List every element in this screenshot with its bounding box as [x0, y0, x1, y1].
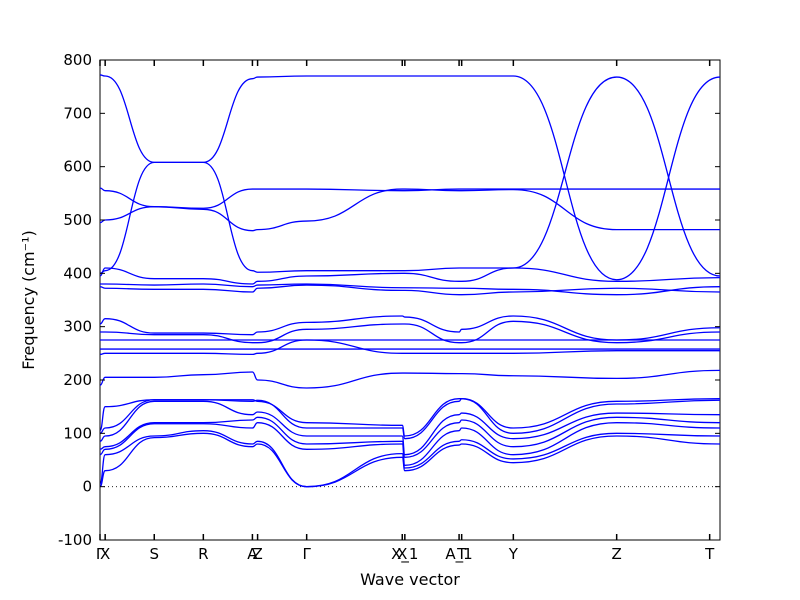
- band-line-16: [99, 267, 721, 285]
- y-axis-label: Frequency (cm⁻¹): [19, 230, 38, 369]
- band-line-12: [100, 320, 721, 344]
- x-tick-label: A_1: [445, 545, 472, 564]
- plot-area: [99, 59, 721, 541]
- band-line-3: [99, 422, 721, 466]
- y-tick-label: 600: [63, 158, 92, 176]
- x-tick-label: X_1: [391, 545, 418, 564]
- x-tick-label: A: [247, 545, 258, 563]
- x-tick-label: T: [456, 545, 467, 563]
- band-line-5: [99, 400, 721, 456]
- y-tick-label: 800: [63, 51, 92, 69]
- y-tick-label: -100: [58, 531, 92, 549]
- x-tick-label: Y: [508, 545, 519, 563]
- band-line-9: [99, 339, 720, 356]
- x-tick-label: Z: [612, 545, 622, 563]
- y-tick-label: 100: [63, 424, 92, 442]
- band-line-2: [99, 430, 721, 488]
- x-axis-ticks: ΓX S R AZ Γ XX_1 A_1T Y Z T: [96, 60, 715, 564]
- band-line-20: [99, 74, 721, 277]
- band-line-15: [100, 283, 721, 296]
- y-tick-label: 700: [63, 104, 92, 122]
- y-axis-ticks: -100 0 100 200 300 400 500 600 700 800: [58, 51, 720, 549]
- y-tick-label: 500: [63, 211, 92, 229]
- y-tick-label: 0: [82, 478, 92, 496]
- x-tick-label: X: [397, 545, 407, 563]
- band-line-13: [99, 315, 721, 341]
- band-line-14: [99, 284, 721, 296]
- plot-frame: [99, 59, 721, 541]
- band-line-8: [99, 369, 721, 389]
- y-tick-label: 400: [63, 264, 92, 282]
- x-tick-label: S: [149, 545, 159, 563]
- x-tick-label: X: [100, 545, 110, 563]
- band-line-1: [99, 432, 721, 488]
- band-line-19: [99, 187, 720, 209]
- x-tick-label: T: [704, 545, 715, 563]
- x-tick-label: Z: [252, 545, 262, 563]
- x-tick-label: Γ: [96, 545, 105, 563]
- x-tick-label: R: [198, 545, 208, 563]
- y-tick-label: 200: [63, 371, 92, 389]
- phonon-bands: [99, 74, 721, 488]
- band-line-7: [99, 398, 721, 437]
- band-line-4: [99, 416, 721, 458]
- y-tick-label: 300: [63, 318, 92, 336]
- plot-background: [100, 60, 720, 540]
- x-axis-label: Wave vector: [360, 570, 460, 589]
- x-tick-label: Γ: [302, 545, 311, 563]
